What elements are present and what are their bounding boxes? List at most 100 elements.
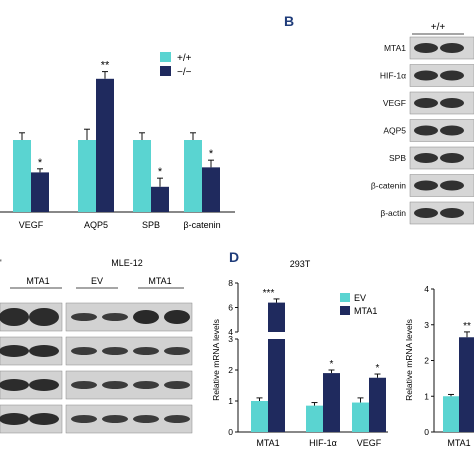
panel-d-bars: **** * (251, 288, 386, 432)
blot-b-band-5-1 (440, 180, 464, 191)
significance-mark-1: ** (101, 60, 110, 72)
bar-wt-2 (133, 140, 151, 212)
blot-c-right-band-3-0 (71, 415, 97, 423)
blot-c-rows (0, 302, 193, 434)
panel-d-right-y-axis-label: Relative mRNA levels (404, 319, 414, 401)
blot-c-right-band-0-2 (133, 310, 159, 324)
bar-d-1-0-lower (268, 339, 285, 432)
panel-d-right-x-tick-labels: MTA1 (447, 438, 470, 448)
blot-c-group-mta1: MTA1 (148, 276, 171, 286)
blot-c-left-header: MTA1 (26, 276, 49, 286)
panel-a-legend: +/+ −/− (160, 52, 192, 78)
blot-b-row-label-3: AQP5 (383, 126, 406, 136)
x-tick-label-1: AQP5 (84, 220, 108, 230)
panel-e-y-tick-label-3: 3 (424, 320, 429, 330)
blot-b-rows: MTA1 HIF-1α VEGF AQP5 SPB β-catenin β-actin (371, 36, 474, 225)
panel-d-letter: D (229, 249, 239, 265)
blot-b-row-label-6: β-actin (380, 208, 406, 218)
bar-wt-1 (78, 140, 96, 212)
blot-c-right-band-2-2 (133, 381, 159, 389)
bar-d-1-0-upper (268, 302, 285, 332)
legend-label-ko: −/− (177, 67, 192, 78)
bar-wt-0 (13, 140, 31, 212)
panel-b-letter: B (284, 13, 294, 29)
panel-d-legend: EV MTA1 (340, 293, 377, 316)
panel-e-y-tick-label-2: 2 (424, 356, 429, 366)
blot-c-right-band-2-1 (102, 381, 128, 389)
panel-d-x-tick-label-0: MTA1 (256, 438, 279, 448)
blot-c-right-band-1-1 (102, 347, 128, 355)
bar-e-1 (459, 337, 474, 432)
panel-d-right-bars: ** (443, 321, 474, 432)
significance-mark-0: * (38, 157, 43, 169)
blot-c-right-band-0-3 (164, 310, 190, 324)
panel-d-y-tick-label-4: 4 (228, 327, 233, 337)
bar-d-0-0 (251, 401, 268, 432)
blot-b-band-4-0 (414, 153, 438, 163)
blot-c-left-band-0-1 (29, 308, 59, 326)
blot-b-band-0-0 (414, 43, 438, 53)
bar-ko-0 (31, 172, 49, 212)
blot-c-right-band-1-3 (164, 347, 190, 355)
blot-c-left-band-3-0 (0, 413, 29, 425)
panel-d-y-tick-label-2: 2 (228, 365, 233, 375)
panel-e-y-tick-label-0: 0 (424, 427, 429, 437)
blot-c-left-band-2-1 (29, 379, 59, 391)
legend-label-ev: EV (354, 293, 366, 303)
panel-a-bars: ***** (13, 60, 220, 212)
significance-mark-2: * (158, 166, 163, 178)
blot-b-header: +/+ (431, 22, 446, 33)
blot-c-group-ev: EV (91, 276, 103, 286)
panel-d-title: 293T (290, 259, 311, 269)
bar-d-1-2 (369, 377, 386, 432)
bar-d-0-1 (306, 405, 323, 432)
blot-c-right-band-1-2 (133, 347, 159, 355)
panel-d-significance-0: *** (263, 288, 275, 299)
panel-d-right-chart: Relative mRNA levels 0 1 2 3 4 ** MTA1 (404, 284, 474, 448)
blot-b-row-label-4: SPB (389, 153, 406, 163)
blot-b-row-label-0: MTA1 (384, 43, 406, 53)
panel-d-y-tick-label-3: 3 (228, 334, 233, 344)
blot-c-left-band-0-0 (0, 308, 29, 326)
blot-b-band-5-0 (414, 180, 438, 191)
blot-c-right-band-2-3 (164, 381, 190, 389)
blot-c-right-band-0-1 (102, 313, 128, 321)
bar-d-0-2 (352, 402, 369, 432)
blot-c-left-band-1-0 (0, 345, 29, 357)
panel-a-chart: ***** VEGF AQP5 SPB β-catenin +/+ −/− (0, 52, 235, 230)
panel-d-y-tick-label-5: 6 (228, 303, 233, 313)
legend-swatch-ev (340, 293, 350, 302)
blot-b-band-6-1 (440, 208, 464, 218)
blot-c-cell-line: MLE-12 (111, 258, 143, 268)
blot-b-band-1-1 (440, 70, 464, 81)
blot-c-right-band-1-0 (71, 347, 97, 355)
blot-b-row-label-2: VEGF (383, 98, 406, 108)
blot-c-right-band-0-0 (71, 313, 97, 321)
bar-ko-1 (96, 78, 114, 212)
blot-b-band-6-0 (414, 208, 438, 218)
panel-d-y-axis-label: Relative mRNA levels (211, 319, 221, 401)
panel-c-edge-mark: ' (0, 258, 2, 268)
blot-b-row-label-5: β-catenin (371, 181, 406, 191)
legend-swatch-ko (160, 66, 171, 76)
panel-e-y-tick-label-1: 1 (424, 391, 429, 401)
blot-c-left-band-2-0 (0, 379, 29, 391)
blot-b-band-1-0 (414, 70, 438, 81)
bar-d-1-1 (323, 373, 340, 432)
blot-b-row-label-1: HIF-1α (380, 71, 406, 81)
legend-label-mta1: MTA1 (354, 306, 377, 316)
panel-c-western-blot: ' MTA1 MLE-12 EV MTA1 (0, 258, 193, 434)
significance-mark-3: * (209, 148, 214, 160)
blot-b-band-0-1 (440, 43, 464, 53)
x-tick-label-3: β-catenin (183, 220, 220, 230)
panel-b-western-blot: B +/+ MTA1 HIF-1α VEGF AQP5 SPB β-catenin β-ac… (284, 13, 474, 225)
panel-a-x-tick-labels: VEGF AQP5 SPB β-catenin (19, 220, 221, 230)
panel-e-y-tick-label-4: 4 (424, 284, 429, 294)
legend-swatch-wt (160, 52, 171, 62)
panel-d-significance-1: * (330, 359, 334, 370)
blot-c-left-band-3-1 (29, 413, 59, 425)
panel-d-y-tick-label-0: 0 (228, 427, 233, 437)
bar-ko-2 (151, 186, 169, 212)
panel-d-y-tick-label-6: 8 (228, 278, 233, 288)
